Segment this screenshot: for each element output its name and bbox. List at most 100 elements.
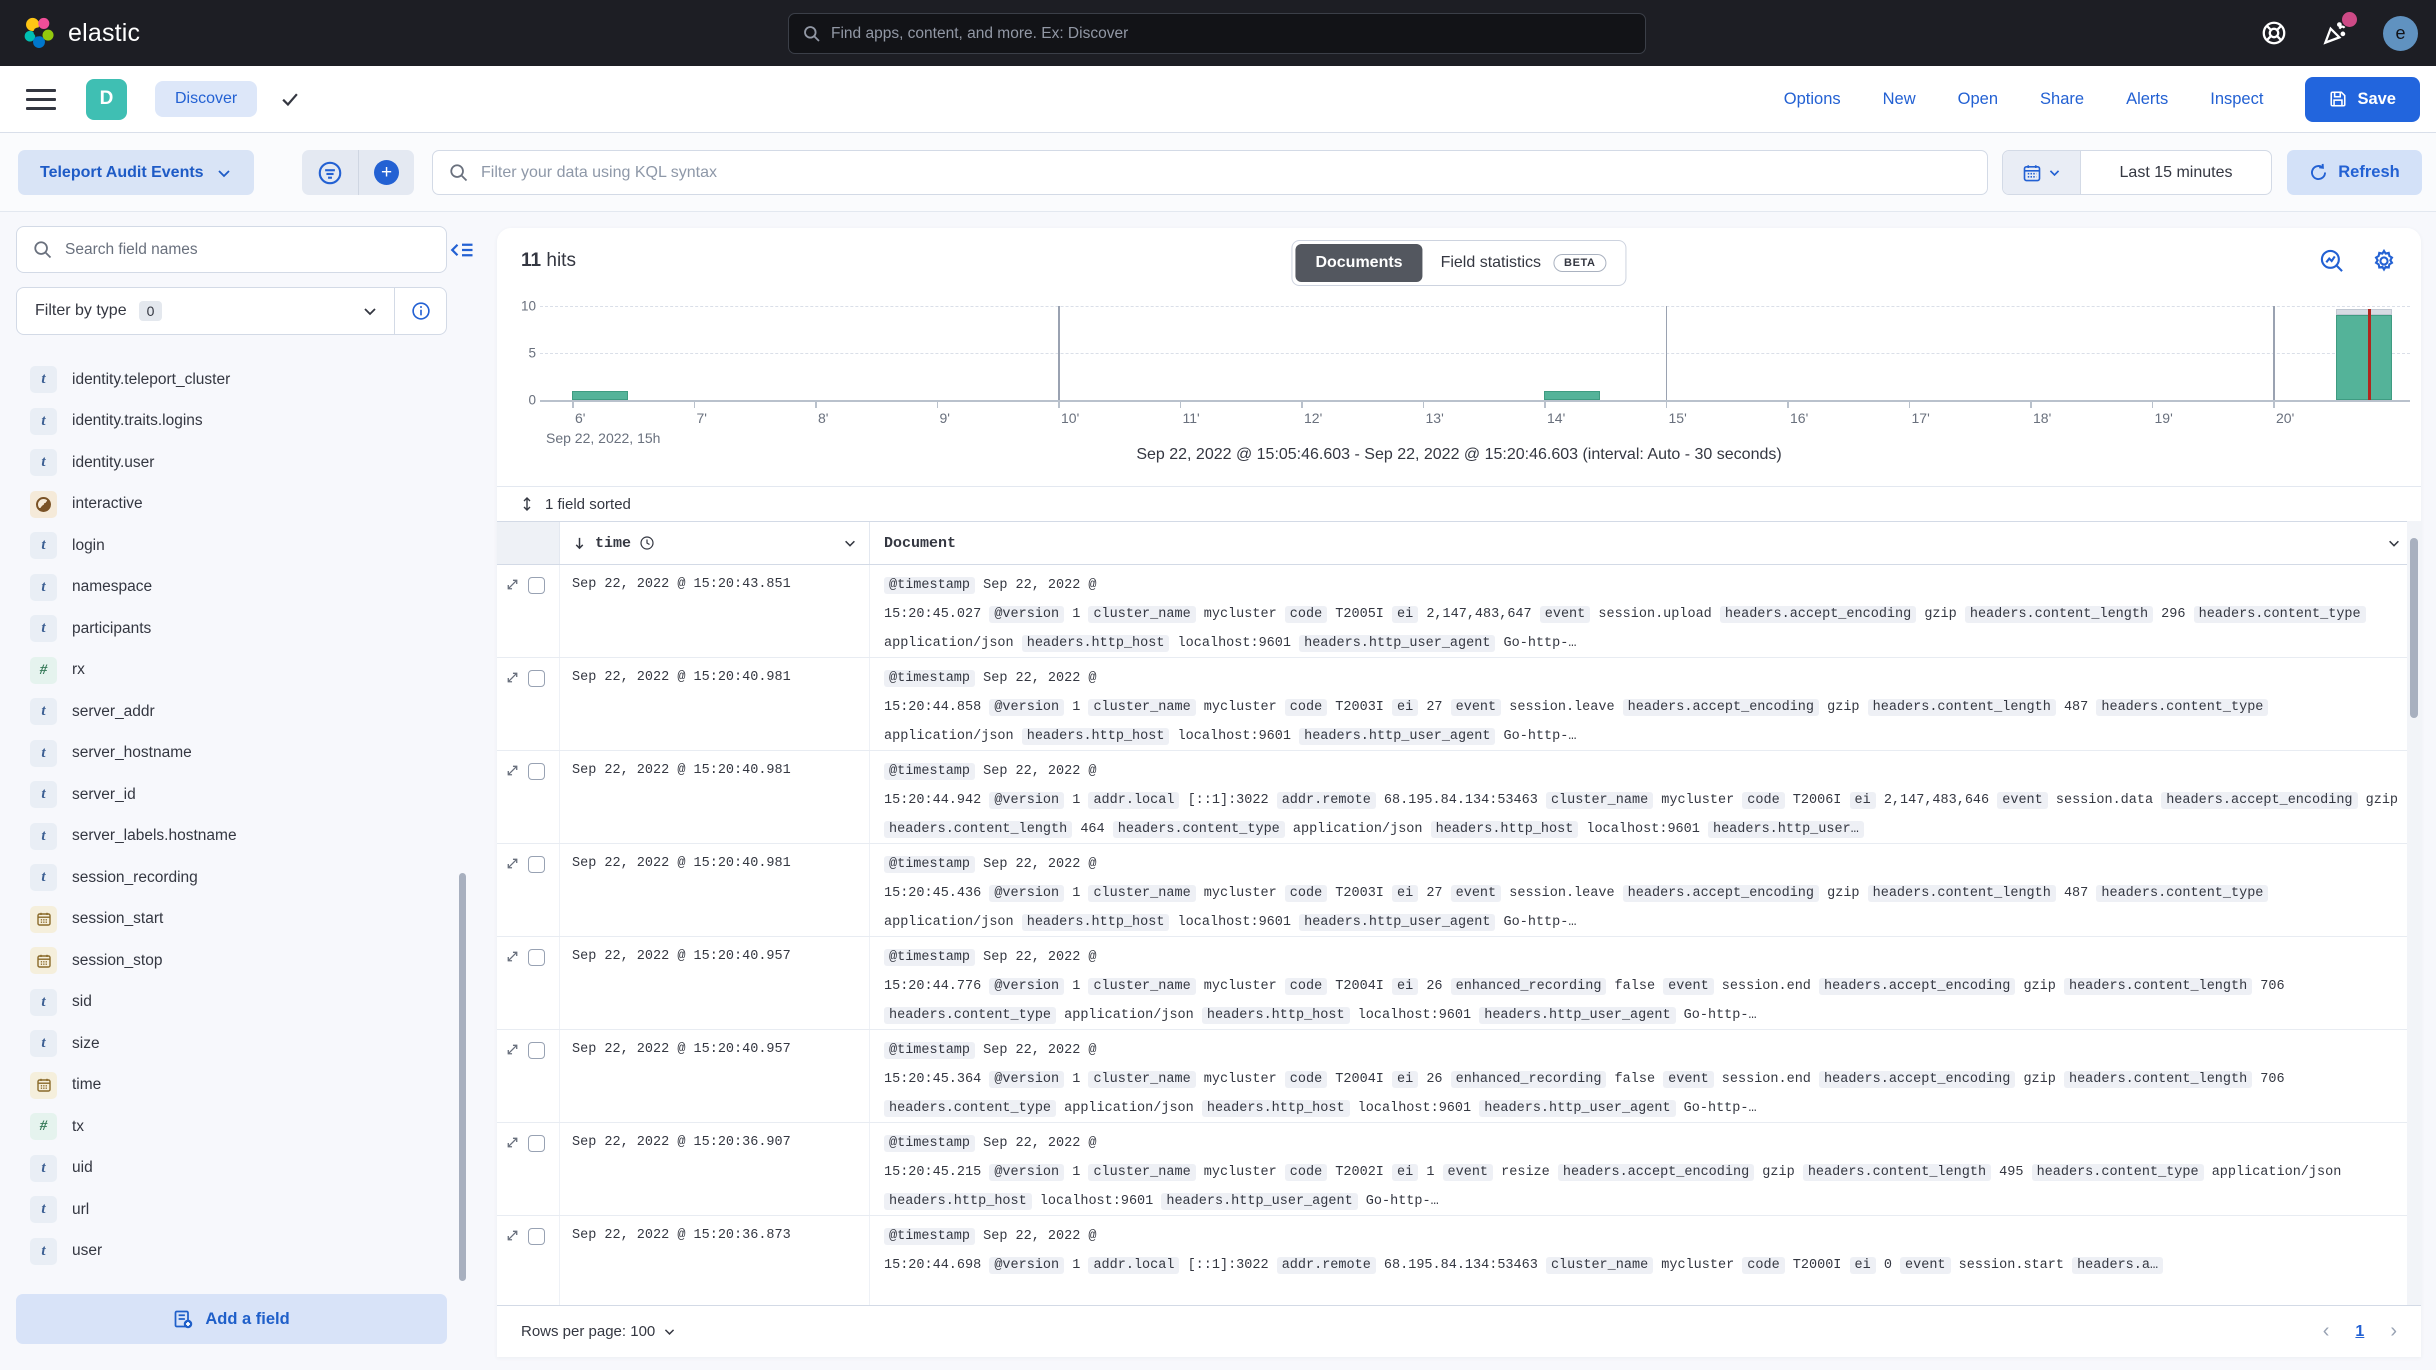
field-item-time[interactable]: time — [0, 1065, 455, 1107]
field-item-rx[interactable]: # rx — [0, 650, 455, 692]
field-chip[interactable]: ei — [1849, 1257, 1876, 1274]
field-item-interactive[interactable]: interactive — [0, 484, 455, 526]
tab-field-statistics[interactable]: Field statistics BETA — [1425, 244, 1623, 282]
row-document-cell[interactable]: @timestamp Sep 22, 2022 @15:20:44.858 @v… — [870, 658, 2415, 750]
field-chip[interactable]: @version — [989, 1257, 1065, 1274]
user-avatar[interactable]: e — [2383, 15, 2418, 51]
breadcrumb[interactable]: Discover — [155, 81, 258, 117]
field-chip[interactable]: @timestamp — [884, 1135, 976, 1152]
field-chip[interactable]: headers.content_type — [884, 1007, 1057, 1024]
field-item-identity.user[interactable]: t identity.user — [0, 442, 455, 484]
filter-by-type[interactable]: Filter by type 0 — [16, 287, 447, 335]
field-chip[interactable]: @timestamp — [884, 856, 976, 873]
field-chip[interactable]: cluster_name — [1088, 1164, 1196, 1181]
field-chip[interactable]: @version — [989, 606, 1065, 623]
field-chip[interactable]: addr.remote — [1276, 792, 1376, 809]
field-chip[interactable]: code — [1284, 606, 1328, 623]
histogram-bar[interactable] — [2336, 315, 2393, 400]
field-chip[interactable]: headers.accept_encoding — [1819, 978, 2016, 995]
field-chip[interactable]: @timestamp — [884, 949, 976, 966]
field-chip[interactable]: event — [1450, 885, 1502, 902]
row-checkbox[interactable] — [528, 1042, 545, 1059]
row-document-cell[interactable]: @timestamp Sep 22, 2022 @15:20:44.776 @v… — [884, 949, 2285, 1024]
field-chip[interactable]: cluster_name — [1088, 699, 1196, 716]
field-chip[interactable]: event — [1663, 978, 1714, 995]
new-link[interactable]: New — [1882, 89, 1916, 108]
alerts-link[interactable]: Alerts — [2126, 89, 2169, 108]
field-chip[interactable]: event — [1442, 1164, 1494, 1181]
field-chip[interactable]: headers.http_host — [1430, 821, 1579, 838]
field-chip[interactable]: @timestamp — [884, 763, 976, 780]
expand-row-icon[interactable] — [505, 763, 520, 778]
row-time-cell[interactable]: Sep 22, 2022 @ 15:20:43.851 — [560, 565, 870, 657]
row-time-cell[interactable]: Sep 22, 2022 @ 15:20:40.957 — [560, 1030, 870, 1122]
field-chip[interactable]: headers.content_type — [2193, 606, 2366, 623]
inspect-link[interactable]: Inspect — [2210, 89, 2264, 108]
field-chip[interactable]: event — [1450, 699, 1502, 716]
menu-icon[interactable] — [26, 88, 56, 110]
expand-row-icon[interactable] — [505, 670, 520, 685]
field-chip[interactable]: cluster_name — [1545, 1257, 1654, 1274]
field-chip[interactable]: headers.http_host — [1201, 1100, 1350, 1117]
global-search-input[interactable] — [831, 24, 1631, 43]
field-chip[interactable]: headers.content_type — [2096, 885, 2269, 902]
row-time-cell[interactable]: Sep 22, 2022 @ 15:20:40.981 — [560, 658, 870, 750]
field-chip[interactable]: cluster_name — [1088, 606, 1196, 623]
row-checkbox[interactable] — [528, 949, 545, 966]
save-button[interactable]: Save — [2305, 76, 2420, 122]
explore-data-icon[interactable] — [2319, 248, 2345, 274]
share-link[interactable]: Share — [2040, 89, 2085, 108]
field-item-session_stop[interactable]: session_stop — [0, 940, 455, 982]
field-chip[interactable]: @version — [989, 792, 1065, 809]
field-search[interactable] — [16, 226, 447, 273]
field-chip[interactable]: cluster_name — [1545, 792, 1654, 809]
field-item-namespace[interactable]: t namespace — [0, 567, 455, 609]
field-chip[interactable]: headers.content_length — [1802, 1164, 1992, 1181]
field-chip[interactable]: headers.http_user_agent — [1299, 914, 1496, 931]
row-time-cell[interactable]: Sep 22, 2022 @ 15:20:40.957 — [560, 937, 870, 1029]
row-checkbox[interactable] — [528, 577, 545, 594]
field-chip[interactable]: headers.content_length — [1964, 606, 2154, 623]
field-chip[interactable]: headers.content_length — [1867, 699, 2056, 716]
histogram-bar[interactable] — [1544, 390, 1600, 400]
kql-query-input[interactable] — [481, 163, 1971, 182]
field-chip[interactable]: headers.content_type — [2031, 1164, 2204, 1181]
row-document-cell[interactable]: @timestamp Sep 22, 2022 @15:20:44.698 @v… — [870, 1216, 2415, 1305]
field-chip[interactable]: ei — [1392, 699, 1419, 716]
global-search[interactable] — [788, 13, 1646, 54]
field-chip[interactable]: @timestamp — [884, 670, 976, 687]
refresh-button[interactable]: Refresh — [2287, 150, 2422, 195]
field-chip[interactable]: ei — [1392, 885, 1419, 902]
field-chip[interactable]: cluster_name — [1088, 885, 1196, 902]
expand-row-icon[interactable] — [505, 856, 520, 871]
row-document-cell[interactable]: @timestamp Sep 22, 2022 @15:20:45.436 @v… — [870, 844, 2415, 936]
add-filter-button[interactable]: + — [358, 150, 414, 195]
field-search-input[interactable] — [65, 240, 430, 259]
row-checkbox[interactable] — [528, 670, 545, 687]
field-info-icon[interactable] — [394, 288, 446, 334]
field-item-uid[interactable]: t uid — [0, 1148, 455, 1190]
field-chip[interactable]: @timestamp — [884, 1042, 976, 1059]
expand-row-icon[interactable] — [505, 1135, 520, 1150]
date-quick-select-button[interactable] — [2003, 151, 2081, 194]
histogram-chart[interactable]: 0 5 10 6' 7' 8' 9' 10' 11' 12' 13' 14' 15' 16' 17' 18' 1… — [521, 299, 2410, 446]
row-document-cell[interactable]: @timestamp Sep 22, 2022 @15:20:45.215 @v… — [884, 1135, 2342, 1210]
row-time-cell[interactable]: Sep 22, 2022 @ 15:20:40.981 — [560, 751, 870, 843]
field-item-identity.teleport_cluster[interactable]: t identity.teleport_cluster — [0, 359, 455, 401]
field-chip[interactable]: headers.content_length — [2063, 978, 2253, 995]
tab-documents[interactable]: Documents — [1295, 244, 1423, 282]
field-chip[interactable]: headers.http_user_agent — [1479, 1007, 1676, 1024]
expand-row-icon[interactable] — [505, 949, 520, 964]
field-chip[interactable]: headers.content_length — [884, 821, 1073, 838]
kql-query-bar[interactable] — [432, 150, 1988, 195]
field-chip[interactable]: code — [1284, 978, 1328, 995]
field-chip[interactable]: @version — [989, 699, 1065, 716]
field-item-url[interactable]: t url — [0, 1189, 455, 1231]
field-item-login[interactable]: t login — [0, 525, 455, 567]
field-chip[interactable]: ei — [1392, 1164, 1419, 1181]
field-chip[interactable]: ei — [1392, 1071, 1419, 1088]
field-chip[interactable]: headers.http_user_agent — [1299, 728, 1496, 745]
row-checkbox[interactable] — [528, 856, 545, 873]
page-number[interactable]: 1 — [2355, 1322, 2365, 1340]
field-chip[interactable]: cluster_name — [1088, 1071, 1196, 1088]
